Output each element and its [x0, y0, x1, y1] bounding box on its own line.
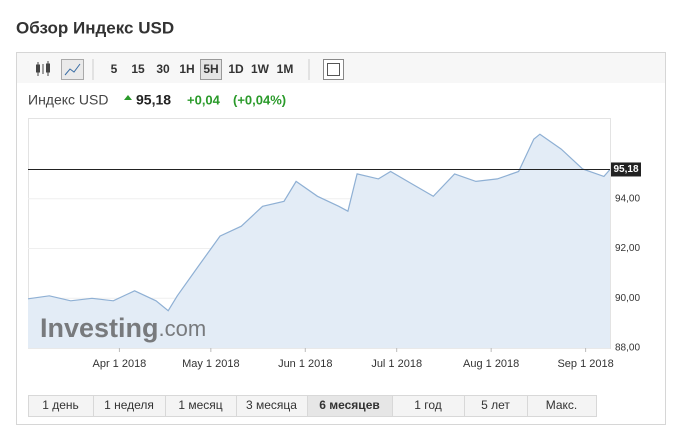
settings-icon[interactable]: [323, 59, 344, 80]
range-tab-label[interactable]: 1 год: [414, 398, 442, 412]
range-tab-label[interactable]: 1 неделя: [104, 398, 154, 412]
y-tick-label: 94,00: [615, 193, 640, 204]
interval-active: [200, 59, 222, 80]
x-tick-label: Jun 1 2018: [278, 358, 332, 370]
interval-button[interactable]: 5H: [203, 62, 218, 76]
range-tab-label[interactable]: 3 месяца: [246, 398, 297, 412]
interval-button[interactable]: 1D: [228, 62, 244, 76]
range-tab-label[interactable]: 6 месяцев: [319, 398, 380, 412]
range-tab-label[interactable]: 1 месяц: [178, 398, 222, 412]
interval-button[interactable]: 30: [156, 62, 170, 76]
watermark-suffix: .com: [159, 316, 207, 341]
quote-change: +0,04: [187, 92, 221, 107]
x-tick-label: May 1 2018: [182, 358, 239, 370]
range-tab-label[interactable]: 1 день: [42, 398, 79, 412]
quote-change-pct: (+0,04%): [233, 92, 286, 107]
interval-button[interactable]: 15: [131, 62, 145, 76]
area-icon[interactable]: [61, 59, 84, 80]
range-tab[interactable]: [527, 395, 597, 417]
price-tag: [611, 162, 641, 177]
interval-button[interactable]: 1M: [277, 62, 294, 76]
x-tick-label: Jul 1 2018: [371, 358, 422, 370]
area: [28, 134, 610, 348]
candle-icon[interactable]: [36, 61, 50, 76]
range-tab-label[interactable]: 5 лет: [481, 398, 510, 412]
y-tick-label: 90,00: [615, 293, 640, 304]
settings-icon-inner: [327, 63, 340, 76]
y-tick-label: 92,00: [615, 243, 640, 254]
page-title: Обзор Индекс USD: [16, 18, 174, 37]
y-tick-label: 88,00: [615, 343, 640, 354]
interval-button[interactable]: 1H: [179, 62, 194, 76]
watermark: Investing.com: [40, 313, 206, 343]
quote-price: 95,18: [136, 92, 171, 108]
interval-button[interactable]: 5: [111, 62, 118, 76]
range-tab-label[interactable]: Макс.: [546, 398, 578, 412]
x-tick-label: Apr 1 2018: [92, 358, 146, 370]
x-tick-label: Sep 1 2018: [557, 358, 613, 370]
area-icon-line: [64, 63, 81, 76]
up-arrow: [124, 95, 132, 100]
watermark-main: Investing: [40, 313, 159, 343]
line: [27, 133, 611, 312]
quote-name: Индекс USD: [28, 92, 108, 108]
price-tag-label: 95,18: [613, 164, 638, 175]
x-tick-label: Aug 1 2018: [463, 358, 519, 370]
interval-button[interactable]: 1W: [251, 62, 270, 76]
